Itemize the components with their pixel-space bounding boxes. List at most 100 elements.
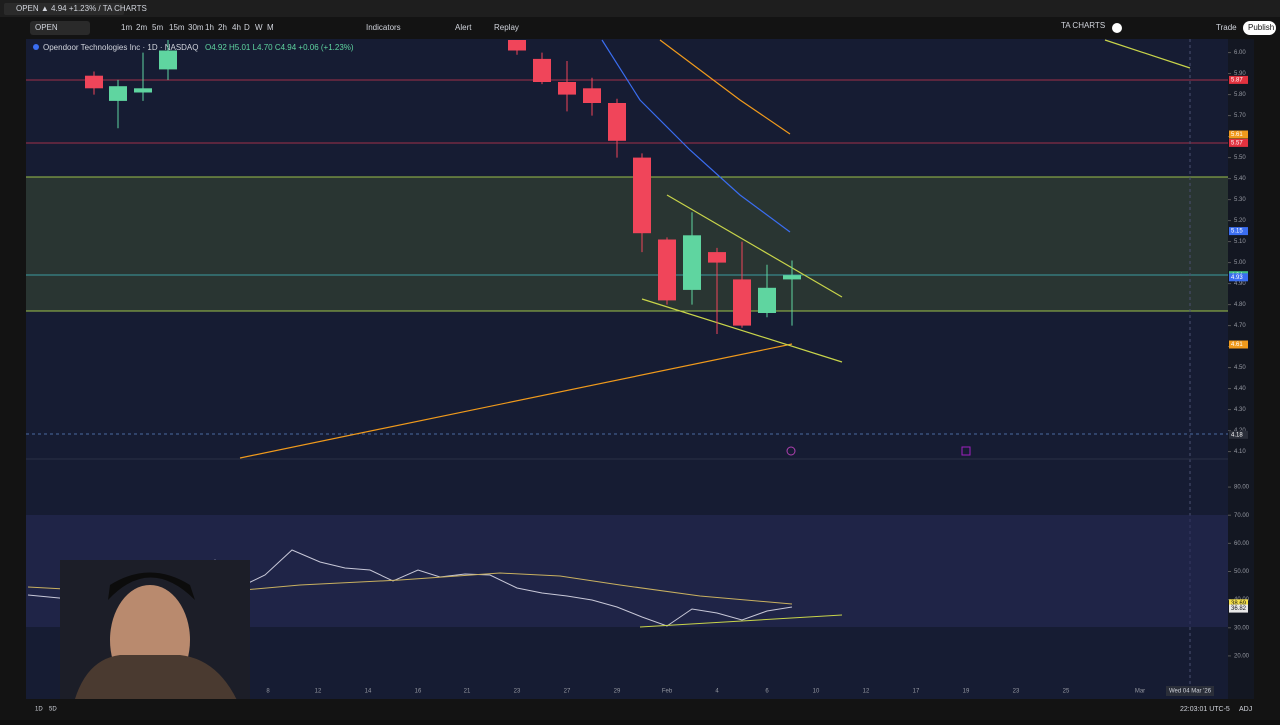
price-badge	[1229, 430, 1248, 439]
price-tick-label: 5.90	[1234, 71, 1246, 77]
support-zone	[26, 177, 1228, 311]
time-tick-label: 12	[315, 689, 322, 695]
rsi-trendline	[639, 614, 843, 628]
price-badge	[1229, 75, 1248, 84]
price-tick-label: 5.10	[1234, 239, 1246, 245]
trendline-orange	[239, 343, 793, 459]
price-tick-label: 4.70	[1234, 323, 1246, 329]
interval-button[interactable]: 2m	[136, 23, 147, 32]
candle-body	[85, 75, 103, 89]
interval-button[interactable]: 30m	[188, 23, 204, 32]
range-button[interactable]: 1D	[35, 707, 43, 713]
rsi-tick-label: 30.00	[1234, 625, 1250, 631]
time-cursor-badge	[1166, 686, 1214, 696]
rsi-tick-label: 20.00	[1234, 654, 1250, 660]
candle-body	[533, 58, 551, 82]
avatar[interactable]	[1112, 23, 1122, 33]
candle-body	[109, 86, 127, 101]
price-tick-label: 4.40	[1234, 386, 1246, 392]
ma-blue	[601, 39, 791, 233]
time-tick-label: 19	[963, 689, 970, 695]
cap	[108, 572, 195, 600]
time-tick-label: 10	[813, 689, 820, 695]
price-tick-label: 4.30	[1234, 407, 1246, 413]
time-tick-label: 8	[266, 689, 270, 695]
price-tick-label: 5.30	[1234, 197, 1246, 203]
event-marker[interactable]	[786, 446, 796, 456]
event-marker[interactable]	[961, 446, 971, 456]
legend-symbol: Opendoor Technologies Inc · 1D · NASDAQ	[43, 43, 198, 52]
top-toolbar	[0, 17, 1280, 39]
price-badge	[1229, 227, 1248, 236]
price-axis	[1228, 39, 1254, 699]
price-badge-label: 36.82	[1231, 606, 1247, 612]
candle-body	[658, 239, 676, 301]
candle-body	[783, 275, 801, 280]
time-tick-label: 17	[913, 689, 920, 695]
ma-orange	[659, 39, 791, 135]
candle-body	[758, 287, 776, 313]
trade-button[interactable]: Trade	[1216, 23, 1237, 32]
price-badge	[1229, 604, 1248, 613]
price-badge-label: 5.15	[1231, 229, 1243, 235]
interval-button[interactable]: M	[267, 23, 274, 32]
trendline-far	[1104, 39, 1191, 69]
time-tick-label: 29	[614, 689, 621, 695]
price-badge-label: 4.18	[1231, 432, 1243, 438]
publish-button[interactable]: Publish	[1248, 23, 1274, 32]
rsi-tick-label: 50.00	[1234, 569, 1250, 575]
price-tick-label: 4.80	[1234, 302, 1246, 308]
account-name[interactable]: TA CHARTS	[1061, 21, 1105, 30]
interval-button[interactable]: W	[255, 23, 263, 32]
tab-title: OPEN ▲ 4.94 +1.23% / TA CHARTS	[16, 4, 147, 13]
candle-body	[583, 88, 601, 103]
time-tick-label: 27	[564, 689, 571, 695]
candle-body	[558, 82, 576, 95]
indicators-button[interactable]: Indicators	[366, 23, 401, 32]
time-tick-label: 14	[365, 689, 372, 695]
right-toolbar	[1254, 39, 1280, 720]
price-tick-label: 5.40	[1234, 176, 1246, 182]
time-tick-label: 21	[464, 689, 471, 695]
candle-body	[708, 252, 726, 263]
adj-button[interactable]: ADJ	[1239, 706, 1252, 713]
candle-body	[683, 235, 701, 290]
interval-button[interactable]: 1h	[205, 23, 214, 32]
publish-bg[interactable]	[1243, 21, 1276, 35]
time-tick-label: 23	[514, 689, 521, 695]
legend-dot	[33, 44, 39, 50]
price-badge	[1229, 138, 1248, 147]
interval-button[interactable]: 4h	[232, 23, 241, 32]
interval-button[interactable]: 5m	[152, 23, 163, 32]
candle-body	[508, 40, 526, 51]
price-badge-label: 5.87	[1231, 77, 1243, 83]
left-toolbar	[0, 39, 26, 720]
alert-button[interactable]: Alert	[455, 23, 472, 32]
time-tick-label: 16	[415, 689, 422, 695]
candle-body	[159, 50, 177, 70]
webcam	[60, 560, 250, 720]
rsi-tick-label: 60.00	[1234, 541, 1250, 547]
time-tick-label: Mar	[1135, 689, 1145, 695]
price-tick-label: 4.10	[1234, 449, 1246, 455]
time-tick-label: 4	[715, 689, 719, 695]
interval-button[interactable]: 15m	[169, 23, 185, 32]
price-badge	[1229, 599, 1248, 608]
range-button[interactable]: 5D	[49, 707, 57, 713]
price-tick-label: 5.50	[1234, 155, 1246, 161]
time-cursor-label: Wed 04 Mar '26	[1169, 689, 1212, 695]
rsi-tick-label: 70.00	[1234, 513, 1250, 519]
price-tick-label: 5.00	[1234, 260, 1246, 266]
replay-button[interactable]: Replay	[494, 23, 519, 32]
price-tick-label: 5.20	[1234, 218, 1246, 224]
price-badge-label: 4.93	[1231, 275, 1243, 281]
price-badge-label: 4.61	[1231, 342, 1243, 348]
price-badge	[1229, 130, 1248, 139]
legend-ohlc: O4.92 H5.01 L4.70 C4.94 +0.06 (+1.23%)	[205, 43, 354, 52]
time-tick-label: 12	[863, 689, 870, 695]
interval-button[interactable]: D	[244, 23, 250, 32]
symbol-search[interactable]	[30, 21, 90, 35]
interval-button[interactable]: 1m	[121, 23, 132, 32]
tab[interactable]	[4, 3, 124, 15]
interval-button[interactable]: 2h	[218, 23, 227, 32]
